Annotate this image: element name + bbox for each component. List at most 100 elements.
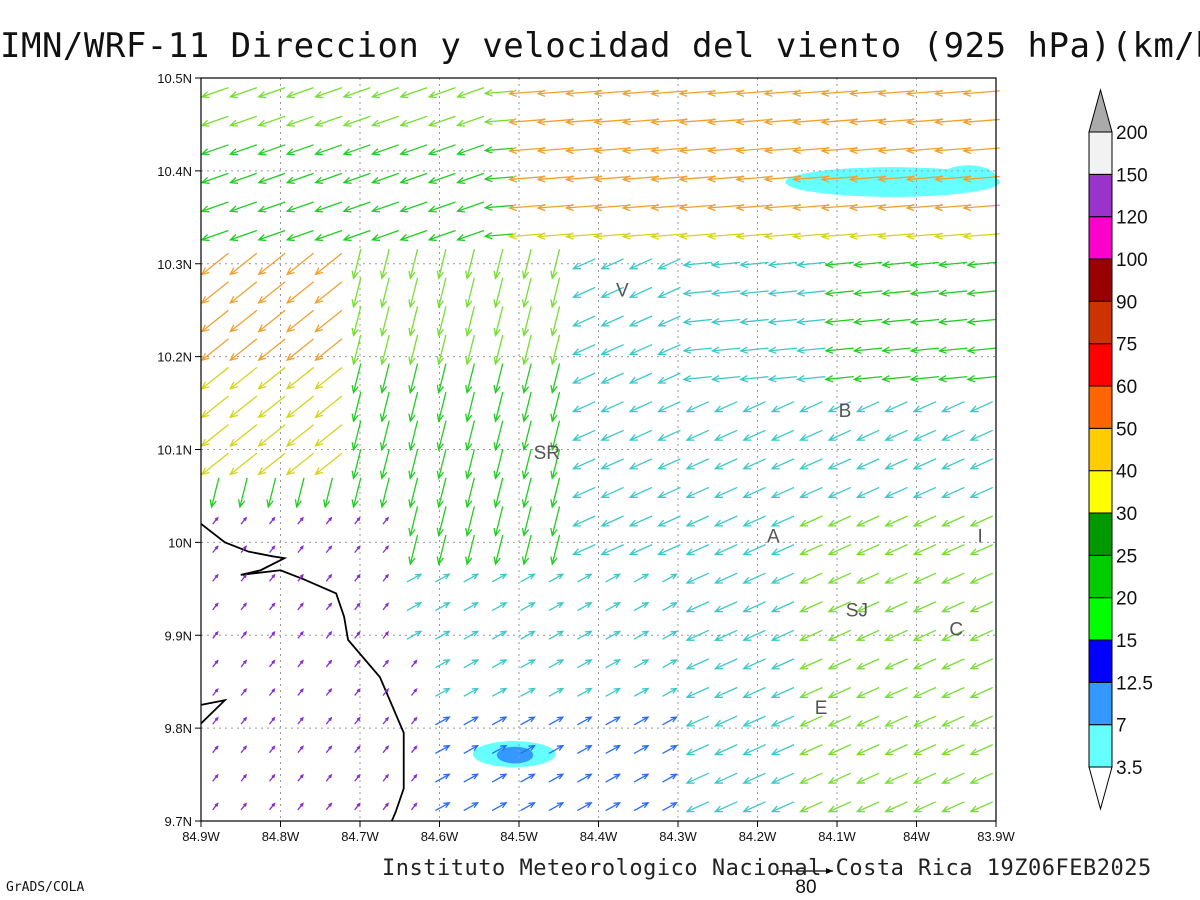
wind-arrow [212,659,219,668]
wind-arrow [571,544,596,556]
wind-arrow [521,449,532,480]
wind-arrow [827,658,852,670]
wind-arrow [212,516,219,525]
wind-arrow [881,260,911,269]
wind-arrow [605,802,622,812]
wind-arrow [909,260,940,269]
wind-arrow [649,118,688,126]
wind-arrow [791,118,830,126]
wind-arrow [912,544,937,556]
wind-arrow [229,424,258,447]
wind-arrow [941,744,965,756]
wind-arrow [493,391,504,423]
wind-arrow [605,630,622,640]
wind-arrow [905,175,944,183]
wind-arrow [564,203,603,212]
wind-arrow [463,744,480,755]
wind-arrow [735,89,773,97]
wind-arrow [649,146,688,155]
wind-arrow [285,252,315,276]
wind-arrow [884,715,908,727]
wind-arrow [827,515,852,527]
wind-arrow [483,174,514,183]
wind-arrow [354,630,361,639]
wind-arrow [314,366,343,390]
wind-arrow [435,802,451,812]
wind-arrow [564,89,603,97]
wind-arrow [881,289,911,297]
wind-arrow [966,317,996,326]
colorbar-label: 12.5 [1116,673,1153,694]
wind-arrow [465,449,476,480]
wind-arrow [941,429,965,441]
wind-arrow [323,477,334,509]
wind-arrow [370,172,399,184]
wind-arrow [200,87,229,99]
peninsula-line [200,698,228,725]
wind-arrow [493,334,504,366]
wind-arrow [520,659,536,669]
wind-arrow [483,89,514,97]
wind-arrow [855,629,880,641]
wind-arrow [621,118,660,126]
wind-arrow [571,286,596,298]
wind-arrow [520,716,536,726]
wind-arrow [649,175,688,183]
wind-arrow [507,118,546,126]
wind-arrow [408,249,419,280]
colorbar-box [1088,131,1113,175]
wind-arrow [491,687,508,697]
wind-arrow [941,801,965,813]
wind-arrow [200,115,229,127]
wind-arrow [827,715,852,727]
wind-arrow [465,506,476,538]
wind-arrow [229,452,258,476]
wind-arrow [799,458,823,470]
wind-arrow [548,573,565,583]
wind-arrow [662,744,678,755]
wind-arrow [969,744,994,756]
wind-arrow [571,258,596,270]
wind-arrow [855,715,880,727]
wind-arrow [520,602,536,612]
wind-arrow [463,630,480,640]
wind-arrow [268,716,276,725]
wind-arrow [884,401,908,413]
colorbar-label: 20 [1116,589,1137,610]
wind-arrow [268,745,276,754]
wind-arrow [294,477,305,509]
wind-arrow [621,203,660,212]
wind-arrow [379,449,390,480]
wind-arrow [257,172,286,184]
wind-arrow [820,175,858,183]
wind-arrow [436,277,447,309]
wind-arrow [342,115,371,127]
wind-arrow [297,573,304,582]
wind-arrow [912,715,937,727]
wind-arrow [884,686,908,698]
wind-arrow [678,203,716,212]
wind-arrow [571,401,596,413]
wind-arrow [212,630,219,639]
wind-arrow [520,573,536,583]
x-tick-label: 84.7W [341,829,379,844]
wind-arrow [228,229,258,242]
wind-arrow [200,229,229,242]
colorbar-box [1088,216,1113,260]
wind-arrow [763,89,802,97]
colorbar-box [1088,639,1113,683]
wind-arrow [550,277,561,309]
wind-arrow [436,334,447,366]
wind-arrow [600,544,624,556]
wind-arrow [399,201,428,213]
wind-arrow [912,801,937,813]
wind-arrow [742,486,766,498]
wind-arrow [678,89,716,97]
wind-arrow [763,175,802,183]
wind-arrow [881,375,911,383]
wind-arrow [770,772,795,784]
wind-arrow [493,477,504,509]
wind-arrow [456,229,485,242]
wind-arrow [200,281,229,304]
wind-arrow [521,506,532,538]
